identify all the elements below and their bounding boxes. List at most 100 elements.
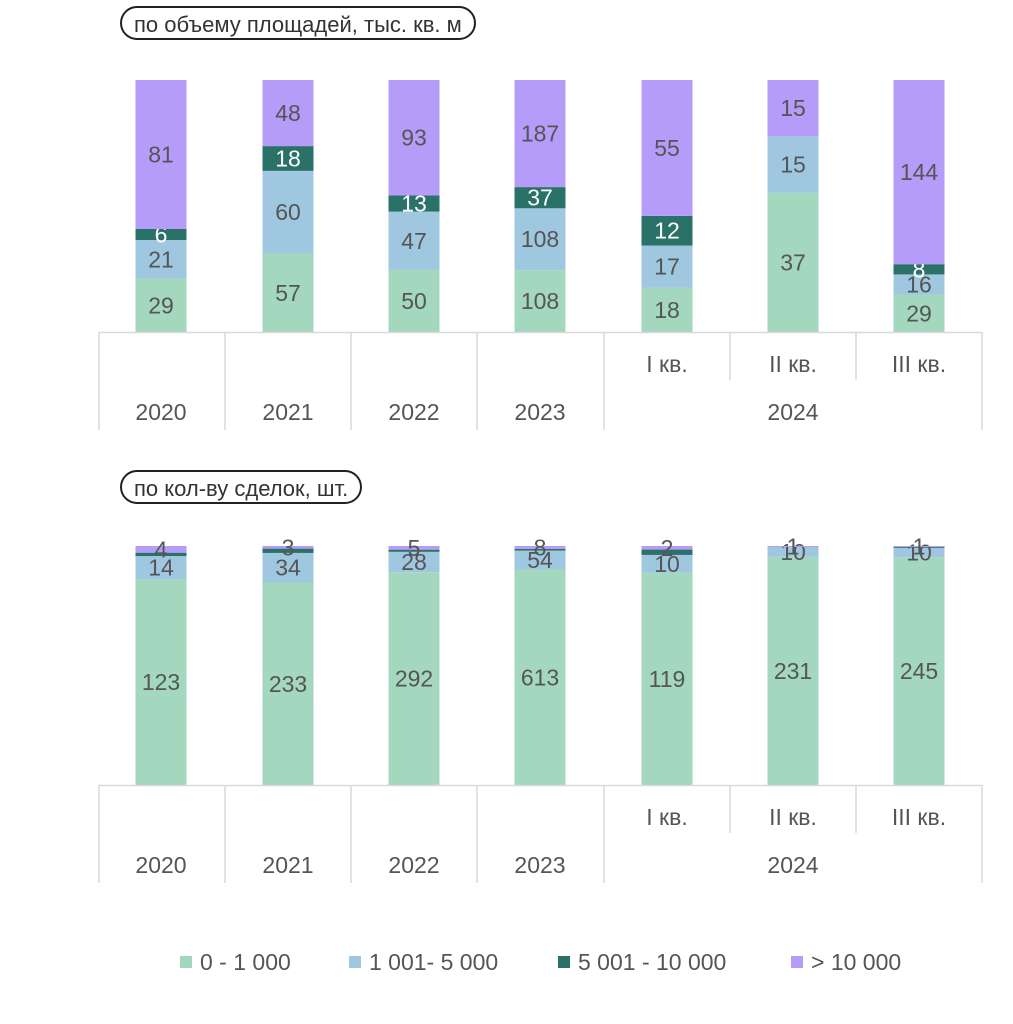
chart-2-group-label-1: 2021 <box>262 852 313 878</box>
chart-2-bar-3-6 <box>893 546 945 547</box>
legend-label-2: 5 001 - 10 000 <box>578 949 727 975</box>
chart-1-tick-label-6: III кв. <box>892 351 946 377</box>
chart-1-group-label-2: 2022 <box>388 399 439 425</box>
chart-2-label-1-5: 10 <box>780 539 806 565</box>
chart-2-label-0-5: 231 <box>774 658 812 684</box>
chart-1-bar-3-3 <box>514 80 566 188</box>
chart-2-bar-3-4 <box>641 546 693 550</box>
legend-item-2: 5 001 - 10 000 <box>558 945 726 979</box>
chart-2-tick-label-5: II кв. <box>769 804 817 830</box>
chart-2-bar-2-3 <box>514 548 566 551</box>
chart-2-bar-1-5 <box>767 546 819 557</box>
chart-1-bar-1-6 <box>893 274 945 295</box>
chart-1-bar-2-1 <box>262 146 314 171</box>
chart-2-bar-0-0 <box>135 579 187 785</box>
chart-1-bar-0-5 <box>767 192 819 332</box>
chart-2-bar-2-4 <box>641 549 693 555</box>
chart-1-bar-0-6 <box>893 294 945 332</box>
chart-2-label-0-3: 613 <box>521 664 559 690</box>
chart-1-label-2-4: 12 <box>654 218 680 244</box>
chart-2-label-1-1: 34 <box>275 555 301 581</box>
chart-1-label-0-4: 18 <box>654 297 680 323</box>
chart-1-group-label-4: 2024 <box>767 399 818 425</box>
legend-item-1: 1 001- 5 000 <box>349 945 498 979</box>
chart-2-label-1-6: 10 <box>906 540 932 566</box>
chart-1-label-3-3: 187 <box>521 121 559 147</box>
chart-1-label-2-1: 18 <box>275 145 301 171</box>
chart-1-group-label-1: 2021 <box>262 399 313 425</box>
legend-label-0: 0 - 1 000 <box>200 949 291 975</box>
chart-1-bar-0-3 <box>514 270 566 332</box>
chart-2-bar-3-3 <box>514 546 566 549</box>
chart-1-label-1-6: 16 <box>906 272 932 298</box>
chart-2-bar-3-5 <box>767 546 819 547</box>
legend-swatch-2 <box>558 955 570 968</box>
chart-1-label-0-1: 57 <box>275 280 301 306</box>
chart-2-bar-1-4 <box>641 554 693 573</box>
chart-2-bar-0-4 <box>641 572 693 785</box>
chart-1-bar-2-6 <box>893 264 945 275</box>
chart-2-group-label-0: 2020 <box>135 852 186 878</box>
legend-swatch-3 <box>791 955 803 968</box>
chart-1-bar-3-2 <box>388 80 440 196</box>
legend: 0 - 1 000 1 001- 5 000 5 001 - 10 000 > … <box>0 945 1013 979</box>
chart-1-label-3-5: 15 <box>780 95 806 121</box>
chart-2-bar-1-3 <box>514 550 566 570</box>
chart-2-tick-label-4: I кв. <box>646 804 687 830</box>
chart-1-tick-label-5: II кв. <box>769 351 817 377</box>
chart-1-title: по объему площадей, тыс. кв. м <box>120 6 476 40</box>
chart-2-bar-1-0 <box>135 556 187 580</box>
chart-1-label-0-3: 108 <box>521 288 559 314</box>
chart-2-tick-label-6: III кв. <box>892 804 946 830</box>
chart-1-label-1-0: 21 <box>148 246 174 272</box>
chart-1-label-1-3: 108 <box>521 226 559 252</box>
chart-1-label-1-1: 60 <box>275 199 301 225</box>
chart-1-bar-1-4 <box>641 245 693 288</box>
chart-1-label-1-2: 47 <box>401 228 427 254</box>
chart-2-label-3-1: 3 <box>282 534 295 560</box>
chart-2-bar-1-6 <box>893 547 945 558</box>
chart-1-label-0-6: 29 <box>906 300 932 326</box>
chart-1-bar-2-0 <box>135 228 187 241</box>
chart-2-bar-1-2 <box>388 551 440 573</box>
chart-1-label-0-0: 29 <box>148 292 174 318</box>
legend-swatch-1 <box>349 955 361 968</box>
chart-2-bar-1-1 <box>262 552 314 583</box>
chart-2-bar-0-5 <box>767 556 819 785</box>
chart-1-label-0-2: 50 <box>401 288 427 314</box>
chart-1-label-0-5: 37 <box>780 249 806 275</box>
legend-item-3: > 10 000 <box>791 945 901 979</box>
chart-2-bar-2-0 <box>135 552 187 557</box>
chart-2-label-3-2: 5 <box>408 535 421 561</box>
chart-1-bar-0-0 <box>135 278 187 332</box>
legend-item-0: 0 - 1 000 <box>180 945 291 979</box>
chart-2-label-1-2: 28 <box>401 549 427 575</box>
chart-1-label-3-1: 48 <box>275 100 301 126</box>
chart-2-label-3-3: 8 <box>534 534 547 560</box>
chart-1-bar-3-5 <box>767 80 819 137</box>
chart-1-bar-0-1 <box>262 253 314 332</box>
chart-2-label-0-0: 123 <box>142 669 180 695</box>
chart-1-label-2-3: 37 <box>527 185 553 211</box>
chart-1-bar-1-1 <box>262 170 314 254</box>
chart-1-label-1-4: 17 <box>654 254 680 280</box>
chart-1-label-3-6: 144 <box>900 159 939 185</box>
chart-2-label-3-0: 4 <box>155 536 168 562</box>
chart-1-label-3-2: 93 <box>401 125 427 151</box>
chart-2-group-label-2: 2022 <box>388 852 439 878</box>
chart-1-bar-3-1 <box>262 80 314 147</box>
chart-2-label-1-0: 14 <box>148 555 174 581</box>
chart-1-bar-2-4 <box>641 215 693 246</box>
legend-label-1: 1 001- 5 000 <box>369 949 499 975</box>
chart-1-bar-2-3 <box>514 187 566 209</box>
chart-2-label-3-6: 1 <box>913 533 926 559</box>
chart-2-label-0-4: 119 <box>649 666 686 692</box>
chart-2-label-1-4: 10 <box>654 551 680 577</box>
chart-1-bar-1-3 <box>514 208 566 271</box>
legend-swatch-0 <box>180 955 192 968</box>
chart-2-group-label-4: 2024 <box>767 852 818 878</box>
chart-2-bar-3-1 <box>262 546 314 549</box>
chart-2-label-0-1: 233 <box>269 671 307 697</box>
chart-1-bar-2-2 <box>388 195 440 212</box>
